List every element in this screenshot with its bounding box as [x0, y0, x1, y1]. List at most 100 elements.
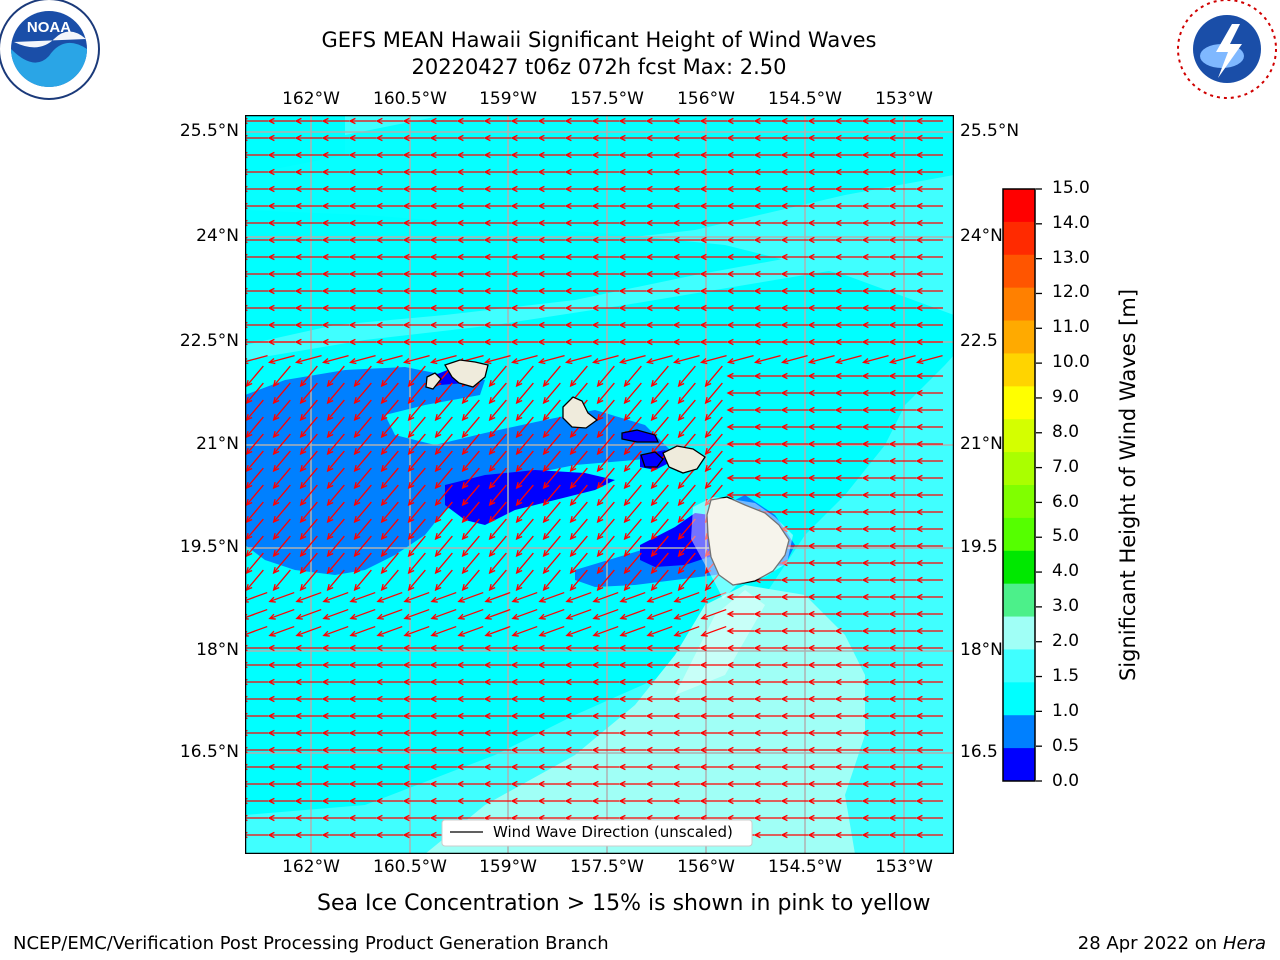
lon-label-bottom: 156°W	[677, 857, 735, 877]
wind-arrow-head	[380, 413, 388, 422]
wind-arrow	[570, 467, 588, 489]
wind-arrow	[245, 355, 268, 363]
wind-arrow-head	[267, 185, 275, 193]
wind-arrow	[300, 416, 318, 438]
wind-arrow	[354, 501, 372, 523]
wind-arrow	[408, 382, 426, 404]
lon-label-top: 157.5°W	[570, 89, 644, 109]
wind-arrow-head	[380, 481, 388, 490]
wind-arrow-head	[326, 396, 334, 405]
wind-arrow-head	[645, 644, 653, 652]
wind-arrow	[678, 552, 696, 574]
wind-arrow-head	[483, 678, 491, 686]
wind-arrow-head	[672, 712, 680, 720]
wind-arrow	[597, 552, 615, 574]
wind-arrow-head	[483, 168, 491, 176]
wind-arrow-head	[511, 630, 519, 637]
wind-arrow-head	[834, 253, 842, 261]
wind-arrow-head	[483, 338, 491, 346]
lat-label-left: 25.5°N	[179, 121, 239, 141]
wind-arrow-head	[888, 593, 896, 601]
wind-arrow-head	[861, 780, 869, 788]
wind-arrow	[462, 467, 480, 489]
wind-arrow-head	[834, 644, 842, 652]
wind-arrow-head	[807, 338, 815, 346]
wind-arrow	[273, 467, 291, 489]
colorbar-tick-label: 5.0	[1052, 526, 1080, 546]
wind-arrow	[435, 399, 453, 421]
wind-arrow	[489, 365, 507, 387]
wind-arrow-head	[295, 596, 303, 603]
wind-arrow-head	[456, 712, 464, 720]
wind-arrow	[269, 355, 295, 363]
wind-arrow-head	[375, 168, 383, 176]
wind-arrow	[354, 518, 372, 540]
wind-arrow	[678, 535, 696, 557]
wind-arrow-head	[515, 464, 523, 473]
wind-arrow-head	[834, 542, 842, 550]
wind-arrow-head	[888, 780, 896, 788]
wind-arrow-head	[753, 117, 761, 125]
wind-arrow	[516, 433, 534, 455]
wind-arrow-head	[888, 831, 896, 839]
wind-arrow-head	[780, 372, 788, 380]
wind-arrow-head	[596, 583, 604, 592]
wind-arrow-head	[434, 515, 442, 524]
wind-arrow	[404, 355, 430, 363]
wind-arrow	[624, 399, 642, 421]
wind-arrow-head	[807, 185, 815, 193]
wind-arrow-head	[623, 447, 631, 456]
wind-arrow-head	[564, 304, 572, 312]
island-niihau	[425, 372, 442, 390]
wind-arrow-head	[321, 168, 329, 176]
wind-arrow-head	[430, 596, 438, 603]
wind-arrow-head	[834, 559, 842, 567]
wind-arrow-head	[591, 151, 599, 159]
wind-arrow-head	[888, 440, 896, 448]
wind-arrow-head	[834, 780, 842, 788]
wind-arrow-head	[834, 202, 842, 210]
wind-arrow-head	[456, 695, 464, 703]
wind-arrow-head	[483, 644, 491, 652]
wind-arrow-head	[245, 566, 253, 575]
wind-arrow-head	[753, 202, 761, 210]
wind-arrow-head	[807, 474, 815, 482]
wind-arrow	[624, 552, 642, 574]
wind-arrow-head	[461, 566, 469, 575]
wind-arrow-head	[591, 644, 599, 652]
wind-arrow-head	[267, 797, 275, 805]
wind-arrow-head	[375, 185, 383, 193]
wind-arrow	[381, 399, 399, 421]
wind-arrow-head	[915, 661, 923, 669]
wind-arrow-head	[488, 515, 496, 524]
wind-arrow-head	[375, 219, 383, 227]
colorbar-segment	[1003, 189, 1035, 223]
wind-arrow-head	[321, 678, 329, 686]
wind-arrow-head	[326, 498, 334, 507]
wind-arrow-head	[618, 304, 626, 312]
wind-arrow-head	[510, 117, 518, 125]
wind-arrow-head	[321, 338, 329, 346]
wind-arrow-head	[294, 117, 302, 125]
wind-arrow-head	[488, 583, 496, 592]
wind-arrow-head	[753, 763, 761, 771]
wind-arrow-head	[677, 396, 685, 405]
wind-arrow-head	[348, 219, 356, 227]
wind-arrow	[273, 416, 291, 438]
wind-arrow-head	[915, 627, 923, 635]
wind-arrow-head	[461, 549, 469, 558]
wind-arrow-head	[380, 464, 388, 473]
wind-arrow-head	[484, 630, 492, 637]
wind-arrow	[512, 608, 538, 620]
wind-arrow	[431, 355, 457, 363]
wind-arrow-head	[861, 117, 869, 125]
wave-field-2-0-3-0	[425, 585, 865, 854]
wind-arrow-head	[726, 644, 734, 652]
wind-arrow	[651, 569, 669, 591]
wind-arrow-head	[915, 780, 923, 788]
wind-arrow-head	[348, 202, 356, 210]
wind-arrow-head	[380, 583, 388, 592]
wind-arrow-head	[457, 596, 465, 603]
wind-arrow-head	[645, 763, 653, 771]
wind-arrow-head	[294, 357, 303, 365]
